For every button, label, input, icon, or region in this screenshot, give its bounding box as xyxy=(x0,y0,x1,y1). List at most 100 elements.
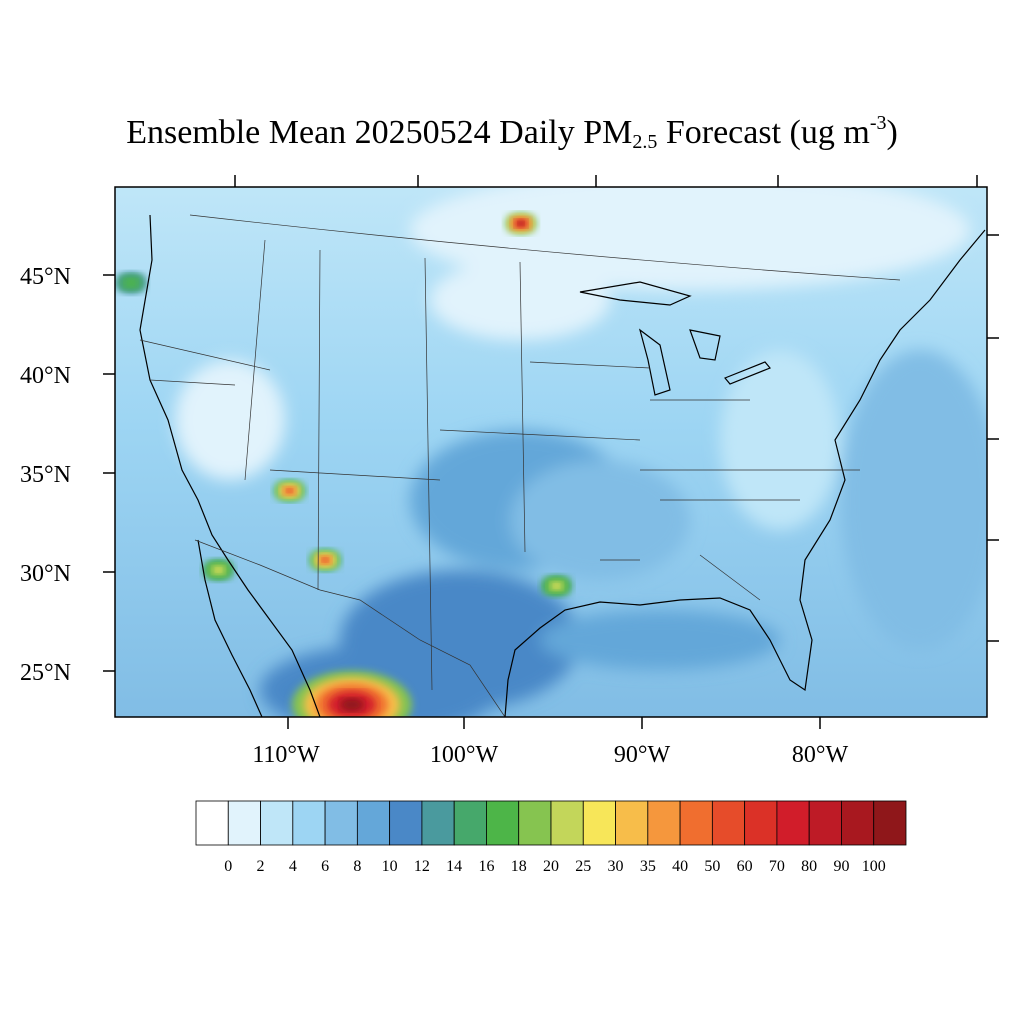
colorbar-box xyxy=(647,800,681,846)
colorbar-label: 20 xyxy=(543,858,559,875)
colorbar-label: 35 xyxy=(640,858,656,875)
colorbar-box xyxy=(227,800,261,846)
hotspot-contour xyxy=(553,583,560,589)
colorbar-labels: 0 2 4 6 8 10 12 14 16 18 20 25 30 35 40 50 60 70 80 90 100 xyxy=(224,858,885,875)
lon-label-80: 80°W xyxy=(792,742,849,768)
colorbar-boxes xyxy=(195,800,907,846)
lake-superior xyxy=(579,281,692,306)
latitude-labels: 45°N 40°N 35°N 30°N 25°N xyxy=(20,264,71,686)
lake-huron xyxy=(689,329,721,361)
colorbar-box xyxy=(873,800,907,846)
lake-erie xyxy=(724,361,771,385)
title-middle: Forecast (ug m xyxy=(657,114,870,151)
colorbar-box xyxy=(776,800,810,846)
colorbar-label: 8 xyxy=(353,858,361,875)
colorbar-box xyxy=(356,800,391,846)
colorbar-box xyxy=(389,800,423,846)
atlantic-area xyxy=(840,350,987,650)
lake-michigan xyxy=(638,328,671,396)
political-boundaries xyxy=(139,214,901,717)
oregon-spot xyxy=(115,271,148,294)
coastlines xyxy=(139,214,986,717)
lon-label-110: 110°W xyxy=(252,742,320,768)
mexico-border xyxy=(194,539,506,717)
hotspot-contour xyxy=(286,488,293,493)
map-frame xyxy=(114,186,988,718)
appalachian-area xyxy=(720,350,840,530)
colorbar-box xyxy=(260,800,294,846)
hotspot-contour xyxy=(517,221,525,226)
colorbar-label: 30 xyxy=(608,858,624,875)
longitude-labels: 110°W 100°W 90°W 80°W xyxy=(252,742,848,768)
colorbar-box xyxy=(421,800,455,846)
great-basin-clean-area xyxy=(175,360,285,480)
colorbar-box xyxy=(711,800,746,846)
axis-ticks xyxy=(103,175,999,729)
east-texas-plume xyxy=(540,574,573,597)
colorbar-box xyxy=(679,800,713,846)
lower-mississippi-area xyxy=(510,460,690,580)
colorbar-box xyxy=(324,800,358,846)
colorbar-box xyxy=(582,800,616,846)
colorbar-label: 80 xyxy=(801,858,817,875)
title-prefix: Ensemble Mean 20250524 Daily PM xyxy=(126,114,633,151)
pacific-coastline xyxy=(139,214,321,717)
colorbar-box xyxy=(195,800,229,846)
title-superscript: -3 xyxy=(869,112,887,134)
lat-label-45: 45°N xyxy=(20,264,71,290)
colorbar-label: 25 xyxy=(575,858,591,875)
colorbar: 0 2 4 6 8 10 12 14 16 18 20 25 30 35 40 50 60 70 80 90 100 xyxy=(195,800,907,875)
colorbar-label: 18 xyxy=(511,858,527,875)
colorbar-box xyxy=(550,800,584,846)
lon-label-90: 90°W xyxy=(614,742,671,768)
hotspot-layer xyxy=(115,212,573,717)
colorbar-label: 14 xyxy=(446,858,462,875)
title-subscript: 2.5 xyxy=(632,131,658,153)
lon-label-100: 100°W xyxy=(430,742,499,768)
chart-title: Ensemble Mean 20250524 Daily PM2.5 Forec… xyxy=(0,112,1024,154)
map-field xyxy=(115,187,987,717)
colorbar-label: 6 xyxy=(321,858,329,875)
plains-clean-area xyxy=(430,260,610,340)
colorbar-box xyxy=(518,800,552,846)
colorbar-label: 2 xyxy=(257,858,265,875)
state-boundaries xyxy=(139,239,860,691)
hotspot-contour xyxy=(215,567,222,573)
lat-label-25: 25°N xyxy=(20,660,71,686)
north-dakota-plume xyxy=(505,212,537,235)
colorbar-label: 12 xyxy=(414,858,430,875)
lat-label-35: 35°N xyxy=(20,462,71,488)
lat-label-30: 30°N xyxy=(20,561,71,587)
hotspot-contour xyxy=(322,557,329,563)
colorbar-box xyxy=(808,800,842,846)
northern-mexico-plume xyxy=(291,670,412,717)
gulf-area xyxy=(540,610,780,670)
arizona-plume xyxy=(273,479,306,502)
colorbar-box xyxy=(292,800,326,846)
colorbar-box xyxy=(486,800,520,846)
colorbar-label: 0 xyxy=(224,858,232,875)
colorbar-box xyxy=(841,800,875,846)
baja-spot xyxy=(202,559,235,581)
hotspot-contour xyxy=(339,697,364,712)
colorbar-label: 70 xyxy=(769,858,785,875)
colorbar-label: 4 xyxy=(289,858,297,875)
title-suffix: ) xyxy=(886,114,898,151)
colorbar-label: 40 xyxy=(672,858,688,875)
chihuahua-plume xyxy=(309,549,342,572)
canada-border xyxy=(189,214,901,281)
colorbar-label: 90 xyxy=(833,858,849,875)
baja-coastline xyxy=(197,539,263,717)
colorbar-box xyxy=(453,800,487,846)
gulf-atlantic-coastline xyxy=(504,229,986,717)
lat-label-40: 40°N xyxy=(20,363,71,389)
colorbar-label: 10 xyxy=(382,858,398,875)
colorbar-label: 100 xyxy=(862,858,886,875)
colorbar-box xyxy=(615,800,649,846)
colorbar-box xyxy=(744,800,778,846)
hotspot-contour xyxy=(127,280,135,286)
colorbar-label: 60 xyxy=(737,858,753,875)
colorbar-label: 50 xyxy=(704,858,720,875)
colorbar-label: 16 xyxy=(478,858,494,875)
